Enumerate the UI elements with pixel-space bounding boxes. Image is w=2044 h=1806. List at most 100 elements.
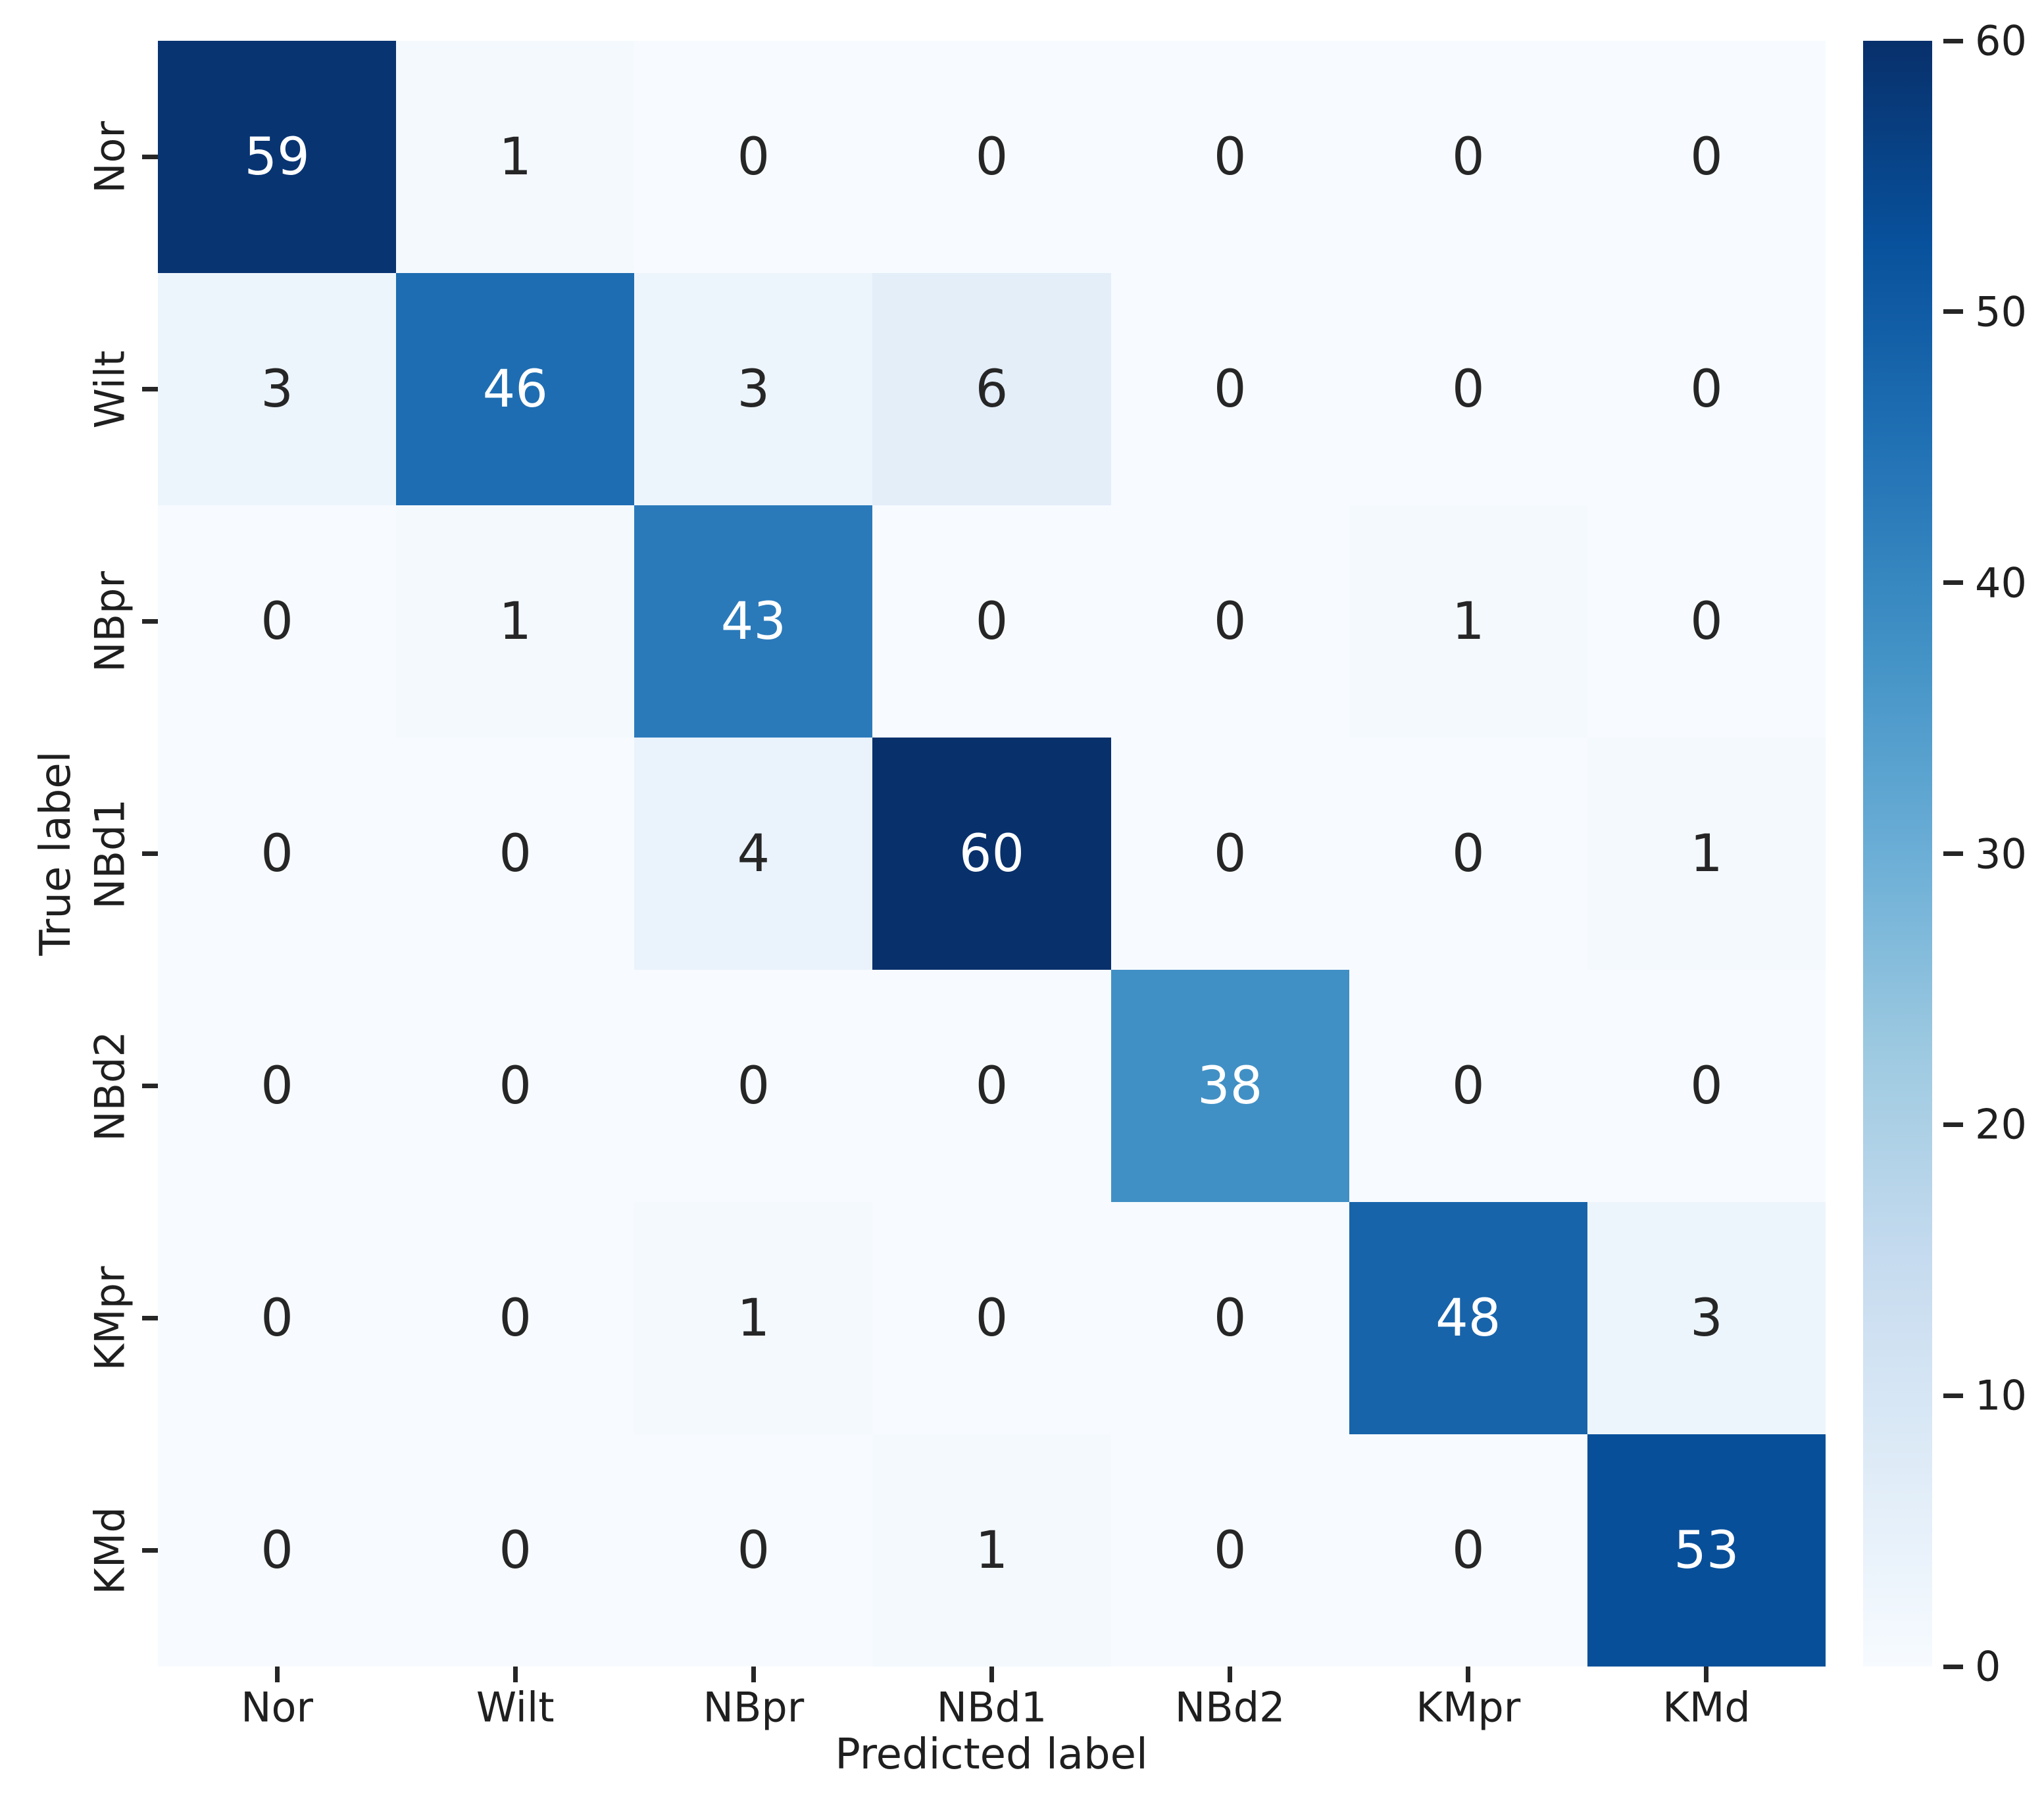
colorbar-tick-mark <box>1943 1122 1963 1127</box>
cell-value: 0 <box>1213 127 1247 187</box>
cell-value: 0 <box>1451 1520 1485 1580</box>
colorbar-tick-mark <box>1943 1393 1963 1398</box>
cell-value: 1 <box>975 1520 1009 1580</box>
x-tick-label: NBd2 <box>1174 1683 1285 1732</box>
heatmap-cell: 0 <box>158 1202 397 1434</box>
cell-value: 0 <box>737 1056 770 1116</box>
heatmap-cell: 0 <box>1110 41 1349 273</box>
colorbar-tick-label: 0 <box>1975 1642 2001 1691</box>
heatmap-cell: 1 <box>396 505 635 738</box>
heatmap-cell: 0 <box>1110 1202 1349 1434</box>
heatmap-cell: 43 <box>634 505 873 738</box>
heatmap-cell: 3 <box>1587 1202 1826 1434</box>
y-tick-label: Wilt <box>86 350 134 428</box>
cell-value: 0 <box>261 591 293 651</box>
x-tick-label: KMpr <box>1416 1683 1521 1732</box>
y-tick-label: KMpr <box>86 1266 134 1370</box>
colorbar-tick-mark <box>1943 580 1963 586</box>
cell-value: 0 <box>1213 1520 1247 1580</box>
cell-value: 0 <box>261 824 293 884</box>
x-tick-label: NBpr <box>703 1683 805 1732</box>
cell-value: 0 <box>1213 359 1247 419</box>
y-tick-mark <box>142 1084 158 1088</box>
heatmap-cell: 0 <box>634 41 873 273</box>
cell-value: 60 <box>959 824 1025 884</box>
y-tick-mark <box>142 619 158 624</box>
heatmap-cell: 0 <box>1349 1434 1587 1667</box>
heatmap-cell: 0 <box>396 970 635 1202</box>
cell-value: 0 <box>975 1056 1009 1116</box>
x-tick-label: KMd <box>1662 1683 1751 1732</box>
colorbar-tick-mark <box>1943 851 1963 856</box>
heatmap-grid: 59 1 0 0 0 0 0 3 46 3 6 0 0 0 0 1 43 0 0 1 0 0 0 4 60 0 0 1 0 0 0 0 38 0 0… <box>158 41 1826 1667</box>
cell-value: 3 <box>261 359 293 419</box>
heatmap-cell: 0 <box>1349 738 1587 970</box>
colorbar-tick-label: 30 <box>1975 830 2027 878</box>
heatmap-cell: 3 <box>634 273 873 505</box>
heatmap-cell: 0 <box>634 1434 873 1667</box>
cell-value: 48 <box>1435 1288 1501 1348</box>
heatmap-cell: 0 <box>1349 970 1587 1202</box>
colorbar-tick-label: 60 <box>1975 16 2027 65</box>
cell-value: 0 <box>975 591 1009 651</box>
y-tick-label: NBd1 <box>86 798 134 909</box>
heatmap-cell: 0 <box>872 505 1111 738</box>
cell-value: 0 <box>1213 591 1247 651</box>
colorbar-tick-mark <box>1943 1664 1963 1669</box>
cell-value: 0 <box>737 127 770 187</box>
heatmap-cell: 0 <box>1587 970 1826 1202</box>
colorbar-tick-mark <box>1943 38 1963 43</box>
cell-value: 0 <box>499 1288 532 1348</box>
y-tick-mark <box>142 1548 158 1553</box>
y-tick-mark <box>142 155 158 159</box>
cell-value: 0 <box>1213 824 1247 884</box>
x-tick-mark <box>989 1667 994 1682</box>
cell-value: 0 <box>1690 127 1723 187</box>
cell-value: 0 <box>261 1288 293 1348</box>
heatmap-cell: 60 <box>872 738 1111 970</box>
colorbar-tick-label: 10 <box>1975 1371 2027 1420</box>
heatmap-cell: 53 <box>1587 1434 1826 1667</box>
x-tick-label: NBd1 <box>936 1683 1047 1732</box>
heatmap-cell: 0 <box>158 505 397 738</box>
cell-value: 0 <box>737 1520 770 1580</box>
cell-value: 0 <box>499 824 532 884</box>
x-tick-mark <box>512 1667 518 1682</box>
heatmap-cell: 1 <box>396 41 635 273</box>
heatmap-cell: 0 <box>1349 41 1587 273</box>
cell-value: 0 <box>499 1520 532 1580</box>
cell-value: 0 <box>1213 1288 1247 1348</box>
x-tick-mark <box>1228 1667 1233 1682</box>
cell-value: 1 <box>499 591 532 651</box>
cell-value: 0 <box>1451 127 1485 187</box>
cell-value: 59 <box>244 127 310 187</box>
heatmap-cell: 0 <box>1110 273 1349 505</box>
cell-value: 38 <box>1197 1056 1263 1116</box>
cell-value: 1 <box>499 127 532 187</box>
heatmap-cell: 1 <box>634 1202 873 1434</box>
heatmap-cell: 1 <box>1587 738 1826 970</box>
heatmap-cell: 0 <box>1587 41 1826 273</box>
cell-value: 6 <box>975 359 1009 419</box>
x-tick-label: Wilt <box>476 1683 555 1732</box>
heatmap-cell: 46 <box>396 273 635 505</box>
cell-value: 0 <box>1690 359 1723 419</box>
cell-value: 0 <box>1690 1056 1723 1116</box>
x-axis-title: Predicted label <box>835 1730 1148 1779</box>
heatmap-cell: 48 <box>1349 1202 1587 1434</box>
colorbar-tick-label: 50 <box>1975 288 2027 336</box>
x-tick-mark <box>751 1667 756 1682</box>
heatmap-cell: 0 <box>396 1202 635 1434</box>
cell-value: 4 <box>737 824 770 884</box>
y-tick-label: NBpr <box>86 570 134 672</box>
heatmap-cell: 0 <box>158 1434 397 1667</box>
cell-value: 0 <box>975 127 1009 187</box>
heatmap-cell: 0 <box>158 970 397 1202</box>
heatmap-cell: 1 <box>872 1434 1111 1667</box>
heatmap-cell: 0 <box>1349 273 1587 505</box>
heatmap-cell: 4 <box>634 738 873 970</box>
y-tick-mark <box>142 387 158 391</box>
cell-value: 0 <box>975 1288 1009 1348</box>
colorbar-tick-label: 20 <box>1975 1100 2027 1149</box>
